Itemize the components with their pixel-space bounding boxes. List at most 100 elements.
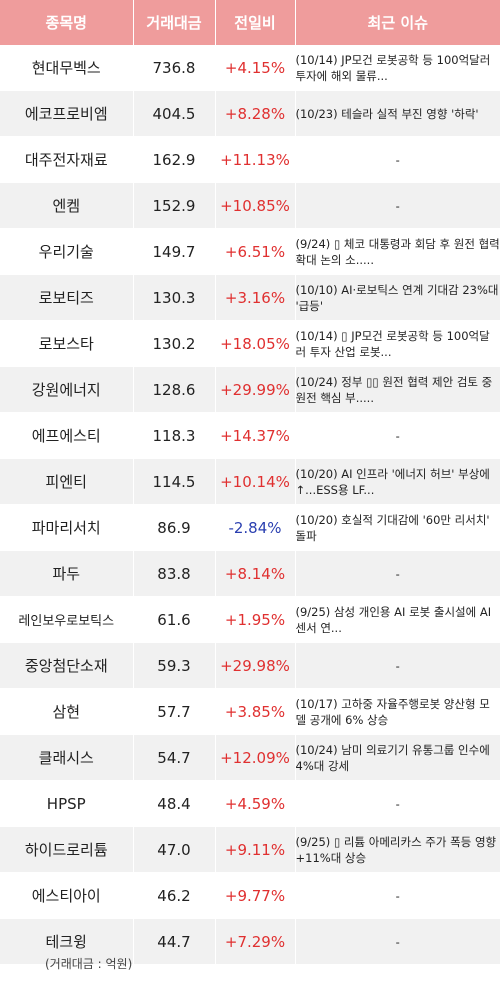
- table-row: 강원에너지 128.6 +29.99% (10/24) 정부 ▯▯ 원전 협력 제안 …: [0, 366, 500, 413]
- price-change: +1.95%: [215, 596, 296, 643]
- recent-issue: (9/25) ▯ 리튬 아메리카스 주가 폭등 영향 +11%대 상승: [295, 834, 497, 865]
- table-row: 에스티아이 46.2 +9.77% -: [0, 872, 500, 919]
- trade-amount: 54.7: [133, 734, 216, 781]
- recent-issue-cell: -: [295, 182, 500, 229]
- trade-amount: 83.8: [133, 550, 216, 597]
- stock-table: 종목명 거래대금 전일비 최근 이슈 현대무벡스 736.8 +4.15% (10/1…: [0, 0, 500, 965]
- recent-issue-cell: -: [295, 872, 500, 919]
- table-row: 우리기술 149.7 +6.51% (9/24) ▯ 체코 대통령과 회담 후 원전 …: [0, 228, 500, 275]
- recent-issue-cell: -: [295, 918, 500, 965]
- table-row: 현대무벡스 736.8 +4.15% (10/14) JP모건 로봇공학 등 100억…: [0, 45, 500, 91]
- stock-name: 강원에너지: [0, 366, 134, 413]
- recent-issue: (10/24) 남미 의료기기 유통그룹 인수에 4%대 강세: [295, 742, 490, 773]
- price-change: +3.85%: [215, 688, 296, 735]
- stock-name: 파두: [0, 550, 134, 597]
- table-header: 종목명 거래대금 전일비 최근 이슈: [0, 0, 500, 45]
- recent-issue-cell: -: [295, 780, 500, 827]
- recent-issue-cell: (9/24) ▯ 체코 대통령과 회담 후 원전 협력 확대 논의 소.....: [295, 228, 500, 275]
- column-header-issue: 최근 이슈: [295, 0, 500, 45]
- column-header-amount: 거래대금: [133, 0, 216, 45]
- recent-issue-cell: (10/10) AI·로보틱스 연계 기대감 23%대 '급등': [295, 274, 500, 321]
- trade-amount: 149.7: [133, 228, 216, 275]
- price-change: +29.99%: [215, 366, 296, 413]
- trade-amount: 114.5: [133, 458, 216, 505]
- footnote: (거래대금 : 억원): [45, 957, 133, 971]
- price-change: +18.05%: [215, 320, 296, 367]
- price-change: +8.28%: [215, 90, 296, 137]
- recent-issue-cell: -: [295, 642, 500, 689]
- recent-issue-cell: (10/20) AI 인프라 '에너지 허브' 부상에 ↑...ESS용 LF.…: [295, 458, 500, 505]
- table-body: 현대무벡스 736.8 +4.15% (10/14) JP모건 로봇공학 등 100억…: [0, 45, 500, 965]
- stock-name: 하이드로리튬: [0, 826, 134, 873]
- stock-name: 에스티아이: [0, 872, 134, 919]
- trade-amount: 44.7: [133, 918, 216, 965]
- table-row: 파두 83.8 +8.14% -: [0, 550, 500, 597]
- price-change: +10.85%: [215, 182, 296, 229]
- trade-amount: 404.5: [133, 90, 216, 137]
- trade-amount: 162.9: [133, 136, 216, 183]
- recent-issue-cell: (10/24) 정부 ▯▯ 원전 협력 제안 검토 중 원전 핵심 부.....: [295, 366, 500, 413]
- stock-name: 레인보우로보틱스: [0, 596, 134, 643]
- recent-issue: (10/14) JP모건 로봇공학 등 100억달러 투자에 해외 물류...: [295, 52, 491, 83]
- trade-amount: 48.4: [133, 780, 216, 827]
- table-row: HPSP 48.4 +4.59% -: [0, 780, 500, 827]
- recent-issue: -: [395, 152, 400, 167]
- table-row: 에코프로비엠 404.5 +8.28% (10/23) 테슬라 실적 부진 영향 '하…: [0, 90, 500, 137]
- stock-name: 에코프로비엠: [0, 90, 134, 137]
- price-change: +10.14%: [215, 458, 296, 505]
- recent-issue: -: [395, 428, 400, 443]
- table-row: 삼현 57.7 +3.85% (10/17) 고하중 자율주행로봇 양산형 모델 공개…: [0, 688, 500, 735]
- table-row: 레인보우로보틱스 61.6 +1.95% (9/25) 삼성 개인용 AI 로봇 출시…: [0, 596, 500, 643]
- recent-issue-cell: (10/14) JP모건 로봇공학 등 100억달러 투자에 해외 물류...: [295, 45, 500, 91]
- stock-name: 현대무벡스: [0, 45, 134, 91]
- stock-name: 삼현: [0, 688, 134, 735]
- stock-name: 우리기술: [0, 228, 134, 275]
- price-change: +3.16%: [215, 274, 296, 321]
- recent-issue-cell: (10/23) 테슬라 실적 부진 영향 '하락': [295, 90, 500, 137]
- price-change: +29.98%: [215, 642, 296, 689]
- table-row: 엔켐 152.9 +10.85% -: [0, 182, 500, 229]
- table-row: 대주전자재료 162.9 +11.13% -: [0, 136, 500, 183]
- table-row: 중앙첨단소재 59.3 +29.98% -: [0, 642, 500, 689]
- price-change: +11.13%: [215, 136, 296, 183]
- recent-issue: -: [395, 888, 400, 903]
- price-change: +4.59%: [215, 780, 296, 827]
- stock-name: 로보스타: [0, 320, 134, 367]
- stock-name: 클래시스: [0, 734, 134, 781]
- table-row: 하이드로리튬 47.0 +9.11% (9/25) ▯ 리튬 아메리카스 주가 폭등 …: [0, 826, 500, 873]
- price-change: +6.51%: [215, 228, 296, 275]
- table-row: 로보티즈 130.3 +3.16% (10/10) AI·로보틱스 연계 기대감 23…: [0, 274, 500, 321]
- trade-amount: 61.6: [133, 596, 216, 643]
- recent-issue-cell: (9/25) 삼성 개인용 AI 로봇 출시설에 AI센서 연...: [295, 596, 500, 643]
- stock-name: 에프에스티: [0, 412, 134, 459]
- stock-name: 엔켐: [0, 182, 134, 229]
- recent-issue: -: [395, 198, 400, 213]
- recent-issue: (9/25) 삼성 개인용 AI 로봇 출시설에 AI센서 연...: [295, 604, 492, 635]
- table-row: 클래시스 54.7 +12.09% (10/24) 남미 의료기기 유통그룹 인수에 …: [0, 734, 500, 781]
- trade-amount: 57.7: [133, 688, 216, 735]
- recent-issue-cell: (10/24) 남미 의료기기 유통그룹 인수에 4%대 강세: [295, 734, 500, 781]
- trade-amount: 118.3: [133, 412, 216, 459]
- stock-name: 파마리서치: [0, 504, 134, 551]
- recent-issue: (10/20) AI 인프라 '에너지 허브' 부상에 ↑...ESS용 LF.…: [295, 466, 490, 497]
- trade-amount: 47.0: [133, 826, 216, 873]
- recent-issue-cell: (10/20) 호실적 기대감에 '60만 리서치' 돌파: [295, 504, 500, 551]
- stock-name: 대주전자재료: [0, 136, 134, 183]
- recent-issue: -: [395, 566, 400, 581]
- recent-issue: (9/24) ▯ 체코 대통령과 회담 후 원전 협력 확대 논의 소.....: [295, 236, 500, 267]
- stock-name: 중앙첨단소재: [0, 642, 134, 689]
- recent-issue: -: [395, 796, 400, 811]
- column-header-name: 종목명: [0, 0, 134, 45]
- price-change: +8.14%: [215, 550, 296, 597]
- recent-issue: -: [395, 658, 400, 673]
- trade-amount: 59.3: [133, 642, 216, 689]
- table-row: 파마리서치 86.9 -2.84% (10/20) 호실적 기대감에 '60만 리서치…: [0, 504, 500, 551]
- recent-issue: (10/14) ▯ JP모건 로봇공학 등 100억달러 투자 산업 로봇...: [295, 328, 490, 359]
- recent-issue: -: [395, 934, 400, 949]
- price-change: +4.15%: [215, 45, 296, 91]
- stock-name: 로보티즈: [0, 274, 134, 321]
- stock-name: HPSP: [0, 780, 134, 827]
- trade-amount: 736.8: [133, 45, 216, 91]
- table-row: 에프에스티 118.3 +14.37% -: [0, 412, 500, 459]
- trade-amount: 152.9: [133, 182, 216, 229]
